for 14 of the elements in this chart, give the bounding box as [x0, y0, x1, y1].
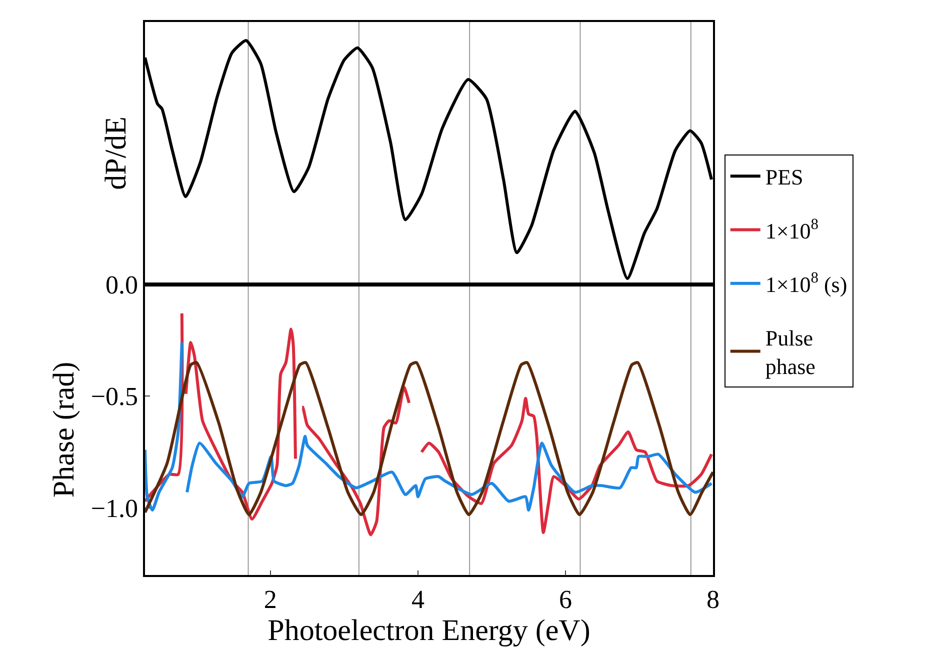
x-tick-label: 2 [264, 584, 277, 614]
y-axis-title: dP/dE [100, 116, 133, 190]
legend-label: 1×10$^{8}$ (s) [765, 270, 848, 297]
x-tick-label: 6 [558, 584, 572, 614]
y-tick-label: −0.5 [90, 382, 138, 412]
legend-label: PES [765, 164, 804, 190]
legend-label: 1×10$^{8}$ [765, 216, 819, 244]
y-tick-label: 0.0 [106, 270, 138, 300]
legend-label: Pulse phase [765, 326, 816, 380]
y-tick-label: −1.0 [90, 494, 138, 524]
x-axis-title: Photoelectron Energy (eV) [268, 614, 590, 647]
y-axis-title: Phase (rad) [47, 362, 80, 498]
x-tick-label: 4 [411, 584, 424, 614]
x-tick-label: 8 [706, 584, 720, 614]
